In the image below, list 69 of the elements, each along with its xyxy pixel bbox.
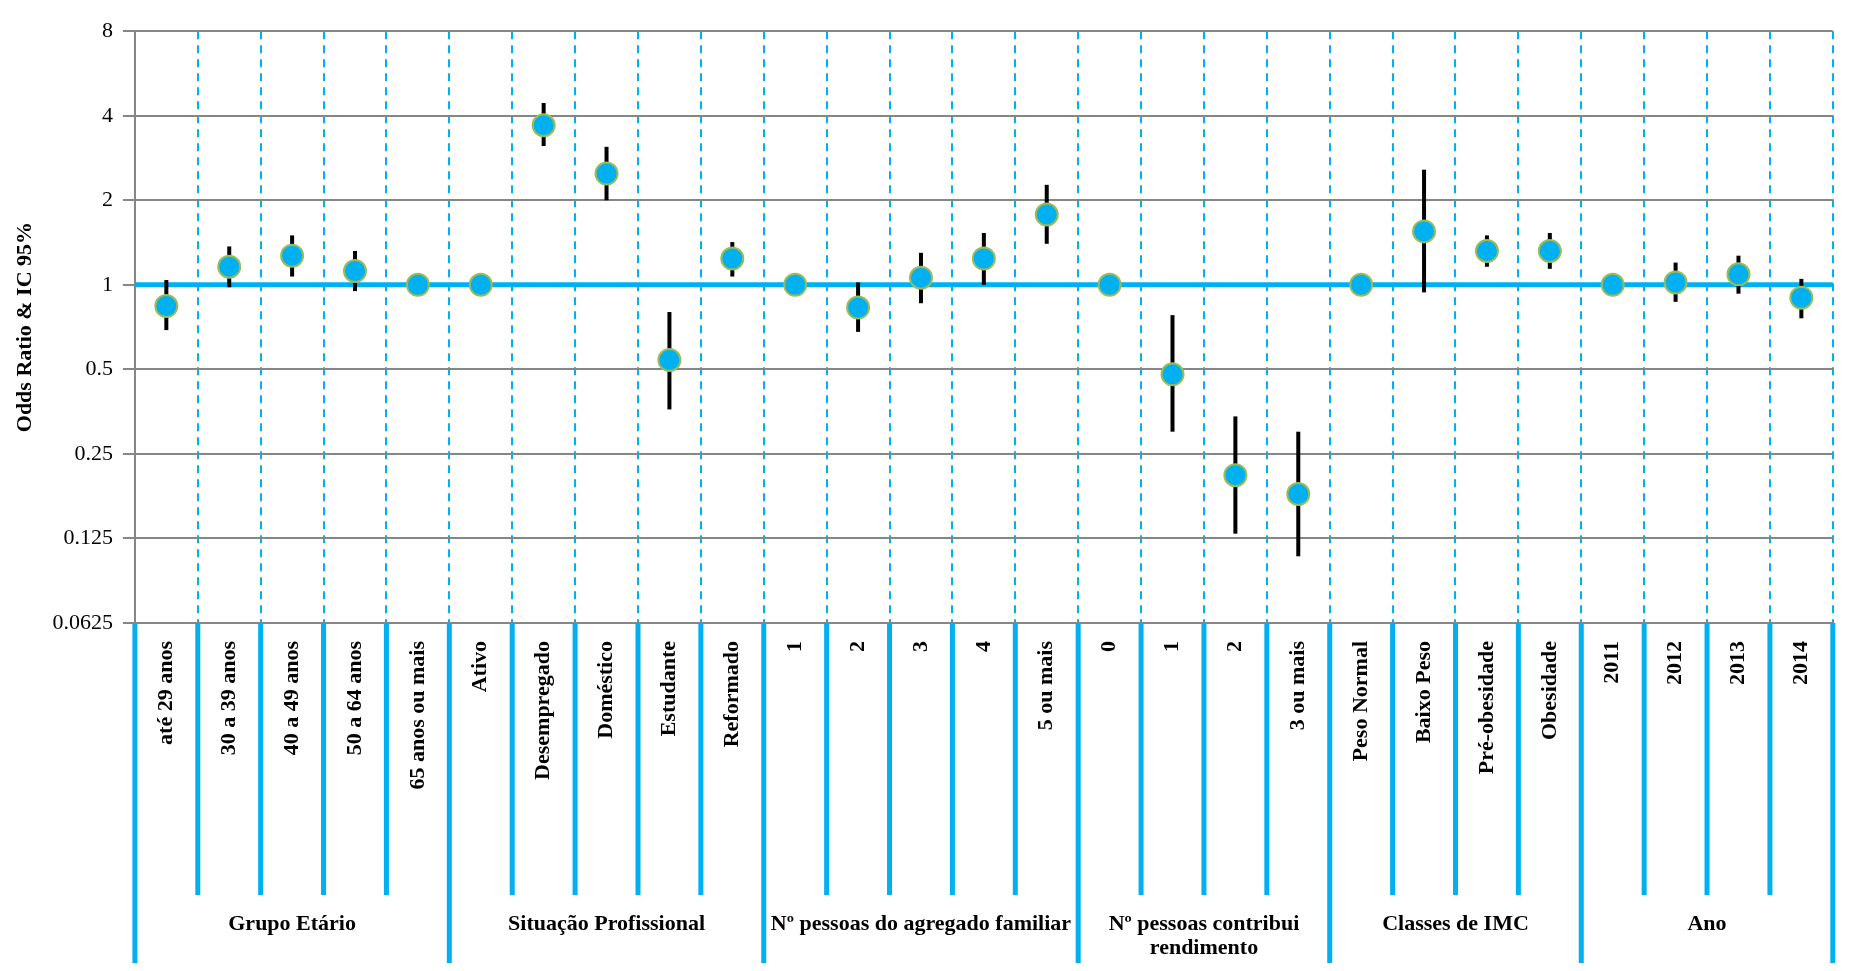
x-tick-label: Doméstico: [592, 641, 618, 739]
point: [1034, 202, 1059, 227]
point: [1474, 238, 1499, 263]
y-tick-label: 8: [101, 16, 113, 42]
point: [531, 113, 556, 138]
x-tick-label: 2012: [1661, 641, 1687, 685]
text: Ano: [1687, 909, 1727, 935]
x-tick-label: Pré-obesidade: [1472, 640, 1498, 775]
point: [720, 246, 745, 271]
point: [1349, 272, 1374, 297]
x-tick-label: 2011: [1598, 641, 1624, 684]
text: Grupo Etário: [228, 909, 356, 935]
y-tick-label: 1: [101, 270, 113, 296]
point: [846, 295, 871, 320]
point: [1412, 219, 1437, 244]
x-tick-label: Peso Normal: [1346, 641, 1372, 762]
x-tick-label: Baixo Peso: [1409, 641, 1435, 744]
x-tick-label: 65 anos ou mais: [403, 640, 429, 790]
point: [217, 254, 242, 279]
x-tick-label: 0: [1095, 641, 1121, 652]
x-tick-label: 1: [1158, 641, 1184, 652]
point: [657, 347, 682, 372]
text: Nº pessoas do agregado familiar: [770, 909, 1072, 935]
y-tick-label: 2: [101, 186, 113, 212]
text: Situação Profissional: [508, 909, 706, 935]
point: [908, 265, 933, 290]
y-axis-title: Odds Ratio & IC 95%: [10, 221, 36, 433]
point: [405, 272, 430, 297]
text: Classes de IMC: [1382, 909, 1529, 935]
point: [594, 161, 619, 186]
point: [1097, 272, 1122, 297]
y-tick-label: 0.0625: [52, 608, 113, 634]
y-tick-label: 4: [101, 101, 113, 127]
x-tick-label: 5 ou mais: [1032, 640, 1058, 731]
x-tick-label: 30 a 39 anos: [214, 640, 240, 756]
x-tick-label: 1: [780, 641, 806, 652]
point: [154, 294, 179, 319]
x-tick-label: 2013: [1724, 641, 1750, 685]
x-tick-label: 2: [843, 641, 869, 652]
point: [1663, 270, 1688, 295]
text: Nº pessoas contribui rendimento: [1108, 909, 1300, 959]
x-tick-label: 3: [906, 641, 932, 652]
point: [1789, 285, 1814, 310]
x-tick-label: 3 ou mais: [1283, 640, 1309, 731]
point: [1726, 262, 1751, 287]
point: [783, 272, 808, 297]
point: [343, 259, 367, 284]
x-tick-label: Obesidade: [1535, 640, 1561, 741]
x-tick-label: Desempregado: [529, 641, 555, 780]
x-tick-label: 40 a 49 anos: [277, 640, 303, 756]
x-tick-label: 4: [969, 641, 995, 652]
x-tick-label: Reformado: [718, 641, 743, 748]
x-tick-label: Estudante: [655, 640, 681, 737]
point: [1286, 481, 1311, 506]
point: [1160, 362, 1185, 387]
x-tick-label: até 29 anos: [152, 640, 178, 745]
x-tick-label: 2014: [1787, 641, 1813, 685]
point: [280, 243, 305, 268]
x-tick-label: Ativo: [466, 641, 492, 693]
x-tick-label: 50 a 64 anos: [340, 640, 366, 756]
y-tick-label: 0.125: [63, 524, 113, 550]
point: [1223, 463, 1248, 488]
x-tick-label: 2: [1221, 641, 1247, 652]
y-tick-label: 0.25: [74, 439, 113, 465]
y-tick-label: 0.5: [85, 355, 113, 381]
point: [468, 272, 493, 297]
point: [1537, 238, 1562, 263]
point: [1600, 272, 1625, 297]
point: [971, 246, 996, 271]
